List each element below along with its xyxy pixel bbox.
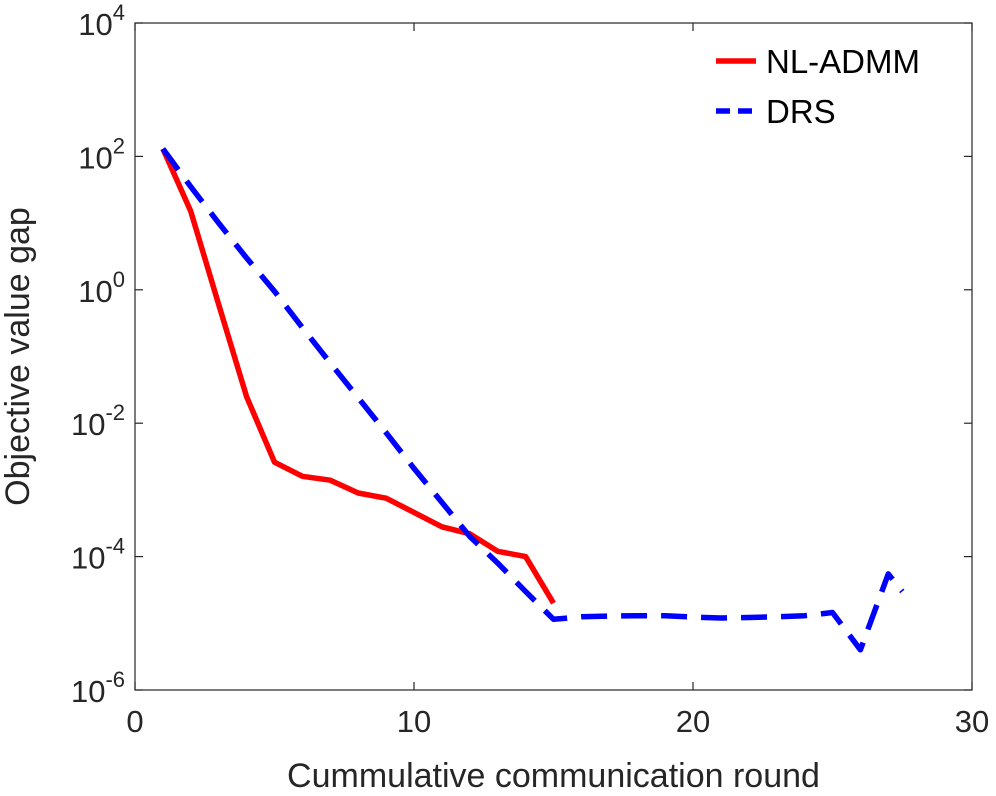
legend: NL-ADMM DRS bbox=[716, 43, 920, 130]
y-tick-label: 104 bbox=[78, 0, 125, 42]
y-tick-label: 102 bbox=[78, 133, 125, 175]
series-line-nl-admm bbox=[160, 147, 556, 605]
y-tick-label: 10-6 bbox=[71, 667, 125, 709]
y-tick-label: 10-2 bbox=[71, 400, 125, 442]
x-tick-label: 10 bbox=[397, 704, 431, 739]
y-tick-base: 10 bbox=[78, 274, 112, 309]
legend-label: DRS bbox=[766, 93, 836, 130]
x-tick-label: 30 bbox=[955, 704, 989, 739]
y-tick-exponent: -2 bbox=[105, 400, 125, 425]
x-tick-label: 20 bbox=[676, 704, 710, 739]
x-axis-label: Cummulative communication round bbox=[287, 757, 820, 795]
y-tick-exponent: 0 bbox=[113, 267, 125, 292]
y-tick-base: 10 bbox=[71, 674, 105, 709]
axes-box bbox=[134, 22, 973, 691]
x-tick-label: 0 bbox=[126, 704, 143, 739]
y-tick-base: 10 bbox=[78, 140, 112, 175]
y-tick-label: 10-4 bbox=[71, 534, 125, 576]
y-tick-exponent: -4 bbox=[105, 534, 125, 559]
series-line-drs bbox=[160, 147, 905, 653]
y-tick-exponent: 2 bbox=[113, 133, 125, 158]
y-tick-exponent: -6 bbox=[105, 667, 125, 692]
plot-area bbox=[135, 23, 972, 690]
y-tick-exponent: 4 bbox=[113, 0, 125, 25]
y-tick-base: 10 bbox=[71, 407, 105, 442]
y-axis-label: Objective value gap bbox=[0, 207, 37, 506]
y-tick-label: 100 bbox=[78, 267, 125, 309]
legend-label: NL-ADMM bbox=[766, 43, 920, 80]
y-tick-base: 10 bbox=[78, 7, 112, 42]
y-tick-base: 10 bbox=[71, 541, 105, 576]
series-layer bbox=[160, 147, 905, 653]
